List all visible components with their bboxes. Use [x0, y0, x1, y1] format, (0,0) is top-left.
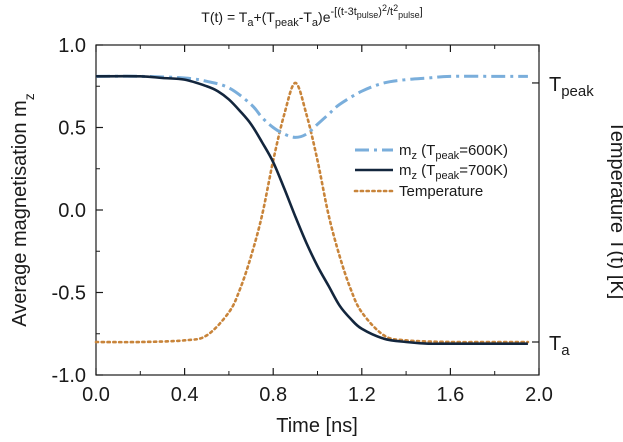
series-line-temperature	[94, 81, 530, 344]
y-tick-label: 1.0	[58, 35, 86, 57]
x-tick-label: 1.2	[348, 384, 376, 406]
plot-frame	[95, 44, 540, 376]
x-tick-label: 2.0	[525, 384, 553, 406]
y-tick-label: 0.5	[58, 118, 86, 140]
legend-label: Temperature	[399, 183, 483, 200]
x-tick-label: 0.8	[259, 384, 287, 406]
x-tick-label: 0.4	[171, 384, 199, 406]
series-line-mz-tpeak-700k	[95, 74, 528, 346]
y-tick-label: -0.5	[52, 283, 86, 305]
chart-title: T(t) = Ta+(Tpeak-Ta)e-[(t-3tpulse)2/t2pu…	[201, 3, 422, 29]
y2-tick-label-tpeak: Tpeak	[549, 74, 594, 100]
x-axis-label: Time [ns]	[276, 415, 358, 437]
y2-axis-label: Temperature T(t) [K]	[606, 121, 623, 300]
x-tick-label: 0.0	[82, 384, 110, 406]
y2-tick-label-ta: Ta	[549, 333, 570, 359]
y2-ticks: Tpeak Ta	[532, 74, 594, 359]
series-group	[94, 74, 530, 346]
y-axis-label: Average magnetisation mz	[9, 93, 37, 326]
series-line-mz-tpeak-600k	[95, 74, 528, 139]
legend-label: mz (Tpeak=600K)	[399, 142, 508, 162]
legend-label: mz (Tpeak=700K)	[399, 162, 508, 182]
y-tick-label: 0.0	[58, 200, 86, 222]
x-ticks: 0.0 0.4 0.8 1.2 1.6 2.0	[82, 45, 553, 406]
x-tick-label: 1.6	[436, 384, 464, 406]
y-ticks: 1.0 0.5 0.0 -0.5 -1.0	[52, 35, 103, 387]
y-tick-label: -1.0	[52, 365, 86, 387]
legend: mz (Tpeak=600K)mz (Tpeak=700K)Temperatur…	[353, 142, 508, 200]
